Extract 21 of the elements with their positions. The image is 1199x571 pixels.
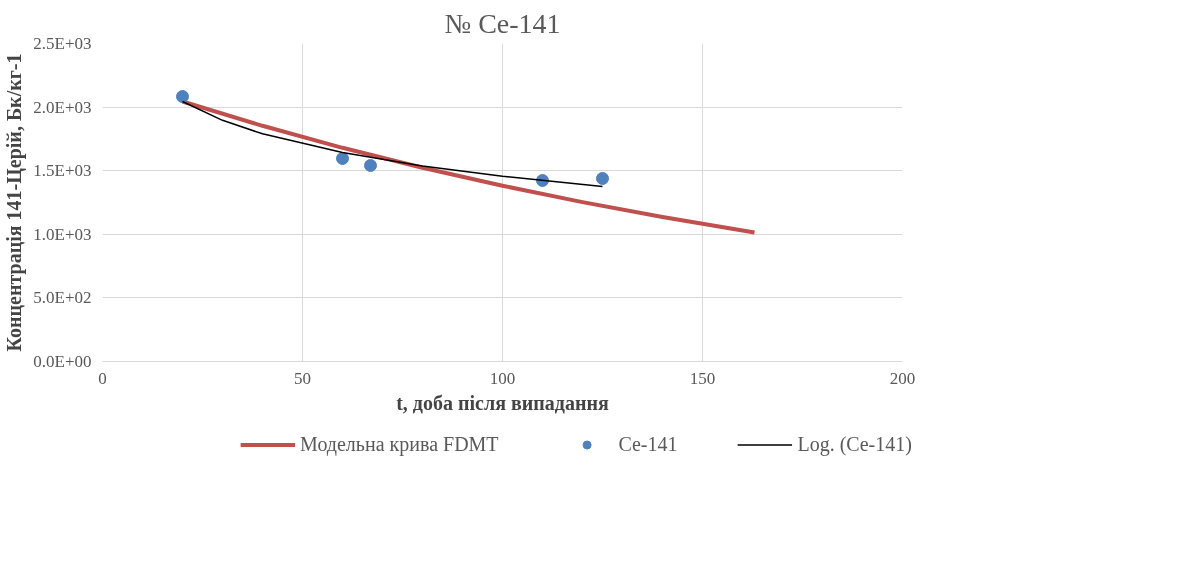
y-tick-label: 5.0E+02 [33, 288, 92, 308]
point [596, 171, 609, 185]
x-tick-label: 0 [98, 368, 107, 388]
point [364, 159, 377, 172]
x-axis-title: t, доба після випадання [396, 391, 609, 414]
y-tick-label: 2.0E+03 [33, 97, 92, 117]
point [176, 90, 189, 104]
point [336, 152, 349, 165]
y-tick-label: 1.5E+03 [33, 161, 92, 181]
y-axis-title: Концентрація 141-Церій, Бк/кг-1 [3, 53, 27, 352]
legend-label: Ce-141 [618, 432, 678, 456]
y-tick-label: 2.5E+03 [33, 34, 92, 53]
legend-label: Модельна крива FDMT [300, 432, 499, 456]
x-tick-label: 150 [689, 368, 716, 388]
legend-label: Log. (Ce-141) [797, 432, 912, 456]
y-tick-label: 1.0E+03 [33, 224, 92, 244]
x-tick-label: 100 [489, 368, 516, 388]
x-tick-label: 200 [889, 368, 916, 388]
chart-title: № Ce-141 [444, 7, 561, 39]
x-tick-label: 50 [294, 368, 311, 388]
y-tick-label: 0.0E+00 [33, 352, 92, 371]
